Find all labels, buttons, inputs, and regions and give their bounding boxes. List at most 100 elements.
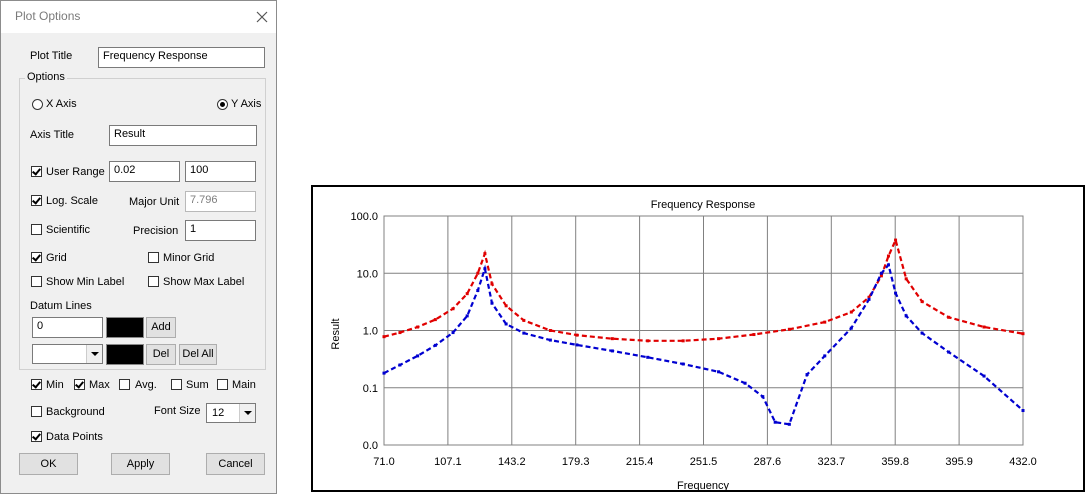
data-point bbox=[717, 337, 721, 341]
del-all-datum-button[interactable]: Del All bbox=[179, 344, 217, 365]
data-point bbox=[504, 322, 508, 326]
dialog-titlebar[interactable]: Plot Options bbox=[1, 1, 276, 33]
range-min-input[interactable]: 0.02 bbox=[109, 161, 180, 182]
x-axis-radio[interactable] bbox=[32, 99, 43, 110]
data-point bbox=[575, 333, 579, 337]
close-icon[interactable] bbox=[251, 6, 273, 28]
min-label: Min bbox=[46, 379, 64, 391]
scientific-checkbox[interactable] bbox=[31, 224, 42, 235]
data-point bbox=[849, 326, 853, 330]
y-tick-label: 0.0 bbox=[363, 440, 378, 452]
background-label: Background bbox=[46, 406, 105, 418]
plot-options-dialog: Plot Options Plot Title Frequency Respon… bbox=[0, 0, 277, 494]
data-point bbox=[490, 282, 494, 286]
datum-value-input[interactable]: 0 bbox=[32, 317, 103, 338]
data-point bbox=[1021, 409, 1025, 413]
show-max-label-checkbox[interactable] bbox=[148, 276, 159, 287]
data-point bbox=[398, 331, 402, 335]
options-group bbox=[19, 78, 266, 370]
dialog-title: Plot Options bbox=[15, 9, 81, 23]
plot-title-input[interactable]: Frequency Response bbox=[98, 47, 265, 68]
data-point bbox=[849, 310, 853, 314]
data-point bbox=[433, 318, 437, 322]
ok-button[interactable]: OK bbox=[19, 453, 78, 475]
data-point bbox=[433, 343, 437, 347]
data-point bbox=[681, 362, 685, 366]
avg-checkbox[interactable] bbox=[119, 379, 130, 390]
data-point bbox=[416, 354, 420, 358]
show-min-label-checkbox[interactable] bbox=[31, 276, 42, 287]
data-point bbox=[522, 331, 526, 335]
data-point bbox=[823, 354, 827, 358]
data-point bbox=[761, 395, 765, 399]
datum-line-color-swatch[interactable] bbox=[106, 344, 144, 365]
data-point bbox=[982, 374, 986, 378]
max-checkbox[interactable] bbox=[74, 379, 85, 390]
y-tick-label: 100.0 bbox=[350, 211, 378, 223]
datum-lines-label: Datum Lines bbox=[30, 300, 92, 312]
precision-input[interactable]: 1 bbox=[185, 220, 256, 241]
chevron-down-icon[interactable] bbox=[86, 345, 102, 363]
log-scale-checkbox[interactable] bbox=[31, 195, 42, 206]
major-unit-input[interactable]: 7.796 bbox=[185, 191, 256, 212]
min-checkbox[interactable] bbox=[31, 379, 42, 390]
main-checkbox[interactable] bbox=[217, 379, 228, 390]
x-tick-label: 251.5 bbox=[690, 456, 718, 468]
y-axis-radio[interactable] bbox=[217, 99, 228, 110]
data-point bbox=[504, 304, 508, 308]
x-tick-label: 395.9 bbox=[945, 456, 973, 468]
minor-grid-checkbox[interactable] bbox=[148, 252, 159, 263]
data-point bbox=[451, 307, 455, 311]
data-point bbox=[646, 339, 650, 343]
add-datum-button[interactable]: Add bbox=[146, 317, 176, 338]
y-tick-label: 10.0 bbox=[357, 268, 378, 280]
data-point bbox=[894, 291, 898, 295]
data-point bbox=[894, 238, 898, 242]
data-point bbox=[382, 335, 386, 339]
data-point bbox=[483, 267, 487, 271]
data-point bbox=[867, 297, 871, 301]
main-label: Main bbox=[232, 379, 256, 391]
data-point bbox=[548, 329, 552, 332]
user-range-label: User Range bbox=[46, 166, 105, 178]
data-point bbox=[879, 274, 883, 278]
data-point bbox=[610, 337, 614, 341]
scientific-label: Scientific bbox=[46, 224, 91, 236]
axis-title-input[interactable]: Result bbox=[109, 125, 257, 146]
plot-title-label: Plot Title bbox=[30, 50, 73, 62]
axis-title-label: Axis Title bbox=[30, 129, 75, 141]
series-line-0 bbox=[383, 236, 1024, 342]
show-min-label-text: Show Min Label bbox=[46, 276, 125, 288]
data-point bbox=[522, 318, 526, 322]
x-tick-label: 323.7 bbox=[818, 456, 846, 468]
chevron-down-icon[interactable] bbox=[239, 404, 255, 422]
data-point bbox=[886, 254, 890, 258]
data-points-checkbox[interactable] bbox=[31, 431, 42, 442]
datum-line-select[interactable] bbox=[32, 344, 103, 364]
background-checkbox[interactable] bbox=[31, 406, 42, 417]
range-max-input[interactable]: 100 bbox=[185, 161, 256, 182]
grid-checkbox[interactable] bbox=[31, 252, 42, 263]
apply-button[interactable]: Apply bbox=[111, 453, 170, 475]
data-point bbox=[717, 370, 721, 374]
y-tick-label: 1.0 bbox=[363, 326, 378, 338]
cancel-button[interactable]: Cancel bbox=[206, 453, 265, 475]
font-size-select[interactable]: 12 bbox=[206, 403, 256, 423]
y-tick-label: 0.1 bbox=[363, 383, 378, 395]
sum-checkbox[interactable] bbox=[171, 379, 182, 390]
data-point bbox=[773, 420, 777, 424]
minor-grid-label: Minor Grid bbox=[163, 252, 215, 264]
data-point bbox=[947, 350, 951, 354]
y-axis-label: Y Axis bbox=[231, 98, 262, 110]
precision-label: Precision bbox=[133, 225, 179, 237]
data-point bbox=[823, 320, 827, 324]
del-datum-button[interactable]: Del bbox=[146, 344, 176, 365]
chart-title: Frequency Response bbox=[651, 199, 756, 211]
grid-label: Grid bbox=[46, 252, 67, 264]
x-tick-label: 432.0 bbox=[1009, 456, 1037, 468]
show-max-label-text: Show Max Label bbox=[163, 276, 245, 288]
data-point bbox=[805, 373, 809, 377]
data-point bbox=[575, 343, 579, 347]
user-range-checkbox[interactable] bbox=[31, 166, 42, 177]
datum-color-swatch[interactable] bbox=[106, 317, 144, 338]
